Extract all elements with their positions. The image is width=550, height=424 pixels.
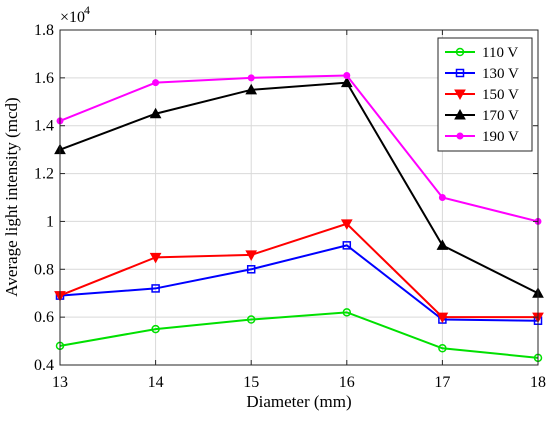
y-tick-label: 0.8 — [34, 261, 54, 278]
legend-label: 170 V — [482, 108, 519, 124]
data-point — [436, 239, 449, 250]
y-exponent-power: 4 — [84, 3, 90, 17]
y-exponent-base: ×10 — [60, 9, 85, 26]
data-point — [438, 344, 447, 353]
y-tick-label: 1 — [46, 213, 54, 230]
y-tick-label: 1.6 — [34, 70, 54, 87]
data-point — [438, 194, 446, 201]
series-130v — [55, 241, 543, 325]
legend-swatch-marker — [454, 89, 466, 101]
y-tick-label: 1.4 — [34, 118, 54, 135]
x-tick-label: 14 — [148, 374, 164, 391]
y-tick-label: 0.4 — [34, 357, 54, 374]
legend-swatch-marker — [456, 132, 464, 140]
data-point — [340, 219, 353, 230]
data-point — [342, 241, 352, 250]
y-tick-label: 0.6 — [34, 309, 54, 326]
x-tick-label: 15 — [243, 374, 259, 391]
data-point — [149, 107, 162, 119]
legend: 110 V 130 V 150 V 170 V 190 V — [437, 37, 533, 152]
x-axis-label: Diameter (mm) — [246, 392, 351, 411]
data-point — [245, 83, 258, 95]
tick-layer: 13 14 15 16 17 18 0.4 0.6 0.8 1 1.2 1.4 1.6 1.8 — [34, 22, 546, 391]
x-tick-label: 18 — [530, 374, 546, 391]
legend-swatch-marker — [455, 68, 465, 78]
legend-swatch-marker — [454, 108, 466, 120]
legend-swatch-marker — [455, 47, 465, 57]
legend-label: 190 V — [482, 129, 519, 145]
legend-label: 130 V — [482, 66, 519, 82]
data-point — [149, 252, 162, 264]
series-line — [59, 81, 539, 295]
legend-label: 110 V — [482, 45, 518, 61]
series-line — [59, 74, 539, 223]
series-line — [59, 311, 539, 359]
data-point — [245, 250, 258, 261]
data-point — [151, 284, 160, 293]
data-point — [342, 308, 352, 317]
data-point — [246, 265, 256, 274]
data-point — [340, 76, 353, 88]
legend-label: 150 V — [482, 87, 519, 103]
y-tick-label: 1.8 — [34, 22, 54, 39]
legend-box — [437, 37, 533, 152]
series-150v — [54, 219, 544, 324]
series-line — [59, 244, 539, 322]
series-line — [59, 222, 538, 319]
y-tick-label: 1.2 — [34, 166, 54, 183]
data-point — [246, 315, 256, 324]
plot-frame — [59, 29, 539, 366]
data-point — [343, 71, 351, 79]
y-axis-label: Average light intensity (mcd) — [2, 97, 21, 296]
data-point — [152, 79, 160, 87]
x-tick-label: 16 — [339, 374, 355, 391]
data-point — [151, 324, 160, 334]
data-point — [247, 74, 255, 82]
x-tick-label: 13 — [52, 374, 68, 391]
data-point — [436, 312, 449, 324]
x-tick-label: 17 — [434, 374, 450, 391]
